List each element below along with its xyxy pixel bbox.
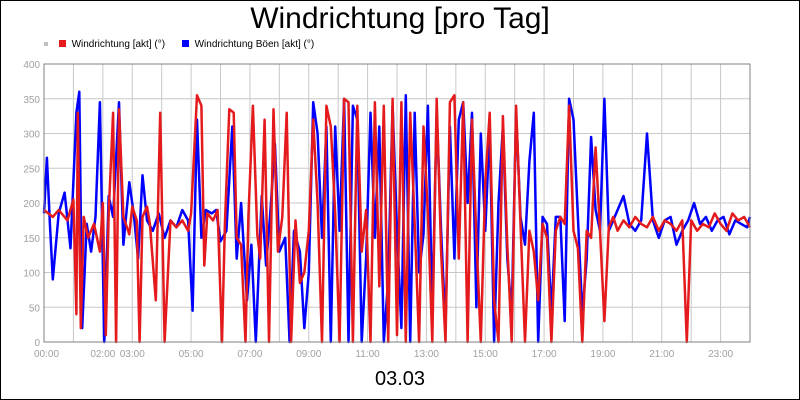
series-layer bbox=[42, 90, 752, 344]
x-tick-label: 11:00 bbox=[355, 349, 380, 360]
y-tick-label: 400 bbox=[23, 60, 40, 71]
x-axis-label: 03.03 bbox=[374, 368, 426, 390]
x-tick-label: 21:00 bbox=[649, 349, 674, 360]
x-tick-label: 23:00 bbox=[708, 349, 733, 360]
legend-swatch-series-2 bbox=[181, 39, 189, 47]
x-tick-label: 17:00 bbox=[532, 349, 557, 360]
x-tick-label: 03:00 bbox=[120, 349, 145, 360]
y-tick-label: 150 bbox=[23, 234, 40, 245]
x-tick-label: 13:00 bbox=[414, 349, 439, 360]
x-tick-label: 07:00 bbox=[237, 349, 262, 360]
x-tick-label: 09:00 bbox=[296, 349, 321, 360]
y-tick-label: 350 bbox=[23, 95, 40, 106]
x-tick-label: 19:00 bbox=[590, 349, 615, 360]
legend-marker-icon bbox=[44, 42, 48, 47]
y-tick-label: 250 bbox=[23, 164, 40, 175]
chart-title: Windrichtung [pro Tag] bbox=[250, 2, 550, 35]
plot-border bbox=[43, 63, 751, 343]
chart-legend: Windrichtung [akt] (°) Windrichtung Böen… bbox=[44, 38, 328, 52]
legend-item-series-1: Windrichtung [akt] (°) bbox=[58, 38, 166, 52]
y-tick-label: 200 bbox=[23, 199, 40, 210]
legend-label-series-2: Windrichtung Böen [akt] (°) bbox=[194, 39, 315, 50]
y-tick-label: 0 bbox=[34, 338, 40, 349]
y-tick-label: 100 bbox=[23, 269, 40, 280]
x-tick-label: 02:00 bbox=[90, 349, 115, 360]
legend-label-series-1: Windrichtung [akt] (°) bbox=[71, 39, 166, 50]
x-tick-label: 00:00 bbox=[34, 349, 59, 360]
x-tick-label: 05:00 bbox=[179, 349, 204, 360]
legend-item-series-2: Windrichtung Böen [akt] (°) bbox=[181, 38, 315, 52]
y-tick-label: 300 bbox=[23, 130, 40, 141]
tick-layer: 0 50 100 150 200 250 300 350 400 00:00 02:00 03:00 0… bbox=[23, 60, 733, 360]
x-tick-label: 15:00 bbox=[473, 349, 498, 360]
legend-swatch-series-1 bbox=[58, 39, 66, 47]
series-line-1 bbox=[43, 94, 752, 344]
y-tick-label: 50 bbox=[29, 303, 41, 314]
